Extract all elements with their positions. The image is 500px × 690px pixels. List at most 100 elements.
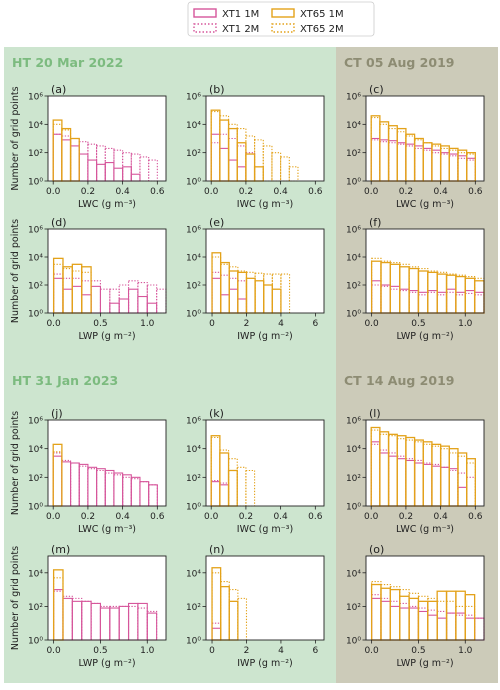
y-tick-label: 10⁶ bbox=[346, 93, 361, 103]
plot-area bbox=[206, 556, 324, 640]
panel-label: (e) bbox=[209, 216, 224, 229]
x-tick-label: 0.0 bbox=[364, 319, 379, 329]
plot-frame bbox=[47, 228, 167, 314]
y-tick-label: 10⁴ bbox=[186, 121, 201, 131]
x-axis-label: LWP (g m⁻²) bbox=[78, 331, 135, 342]
y-tick-label: 10² bbox=[186, 474, 201, 484]
x-tick-label: 0.2 bbox=[399, 512, 413, 522]
x-tick-label: 2 bbox=[244, 646, 250, 656]
x-tick-label: 1.0 bbox=[458, 319, 473, 329]
x-tick-label: 0.0 bbox=[364, 512, 379, 522]
y-tick-label: 10⁴ bbox=[28, 569, 43, 579]
legend-swatch-0 bbox=[193, 8, 217, 18]
y-tick-label: 10⁰ bbox=[28, 310, 43, 320]
chart-4: 10⁰ 10² 10⁴ 10⁶ 0 2 4 6 IWP (g m⁻²) (e) bbox=[186, 216, 325, 342]
plot-frame bbox=[47, 419, 167, 507]
chart-10: 10⁰ 10² 10⁴ 0 2 4 6 IWP (g m⁻²) (n) bbox=[186, 543, 325, 669]
y-tick-label: 10² bbox=[346, 282, 361, 292]
y-tick-label: 10⁴ bbox=[346, 254, 361, 264]
panel-label: (m) bbox=[51, 543, 70, 556]
x-tick-label: 0.0 bbox=[364, 187, 379, 197]
bar-xt65-2m bbox=[245, 469, 256, 507]
y-axis-label: Number of grid points bbox=[10, 546, 21, 650]
y-axis-label: Number of grid points bbox=[10, 86, 21, 190]
x-tick-label: 0.6 bbox=[150, 512, 165, 522]
x-tick-label: 0.5 bbox=[411, 646, 425, 656]
x-axis-label: LWC (g m⁻³) bbox=[78, 199, 136, 210]
x-tick-label: 0.2 bbox=[239, 512, 253, 522]
bar-xt65-2m bbox=[262, 145, 273, 182]
y-tick-label: 10² bbox=[346, 474, 361, 484]
charts: 10⁰ 10² 10⁴ 10⁶ 0.0 0.2 0.4 0.6 LWC (g m⁻³) Numbe… bbox=[10, 83, 485, 669]
x-axis-label: LWP (g m⁻²) bbox=[396, 331, 453, 342]
x-tick-label: 0.4 bbox=[273, 187, 288, 197]
panel-label: (b) bbox=[209, 83, 225, 96]
x-tick-label: 0.4 bbox=[115, 187, 130, 197]
x-axis-label: IWC (g m⁻³) bbox=[237, 524, 293, 535]
panel-label: (k) bbox=[209, 407, 224, 420]
x-tick-label: 0.6 bbox=[468, 512, 483, 522]
y-tick-label: 10² bbox=[28, 603, 43, 613]
y-tick-label: 10⁴ bbox=[346, 121, 361, 131]
y-tick-label: 10⁴ bbox=[186, 445, 201, 455]
plot-frame bbox=[47, 555, 167, 641]
y-tick-label: 10² bbox=[28, 149, 43, 159]
y-tick-label: 10⁶ bbox=[28, 226, 43, 236]
plot-area bbox=[48, 420, 166, 506]
x-axis-label: LWP (g m⁻²) bbox=[396, 658, 453, 669]
y-tick-label: 10⁰ bbox=[186, 310, 201, 320]
x-tick-label: 6 bbox=[313, 646, 319, 656]
chart-6: 10⁰ 10² 10⁴ 10⁶ 0.0 0.2 0.4 0.6 LWC (g m⁻³) Numbe… bbox=[10, 407, 167, 535]
x-tick-label: 1.0 bbox=[140, 646, 155, 656]
x-tick-label: 2 bbox=[244, 319, 250, 329]
panel-label: (c) bbox=[369, 83, 384, 96]
y-tick-label: 10⁰ bbox=[28, 178, 43, 188]
plot-frame bbox=[365, 555, 485, 641]
plot-frame bbox=[205, 419, 325, 507]
x-tick-label: 0.4 bbox=[433, 187, 448, 197]
plot-area bbox=[206, 420, 324, 506]
x-axis-label: IWP (g m⁻²) bbox=[237, 658, 292, 669]
y-axis-label: Number of grid points bbox=[10, 219, 21, 323]
y-tick-label: 10⁰ bbox=[28, 503, 43, 513]
plot-area bbox=[366, 96, 484, 181]
y-tick-label: 10² bbox=[28, 282, 43, 292]
legend-label-2: XT1 2M bbox=[222, 24, 259, 35]
y-tick-label: 10⁰ bbox=[346, 637, 361, 647]
y-tick-label: 10² bbox=[346, 603, 361, 613]
legend: XT1 1M XT65 1M XT1 2M XT65 2M bbox=[187, 1, 375, 37]
x-tick-label: 1.0 bbox=[140, 319, 155, 329]
plot-area bbox=[48, 229, 166, 313]
plot-frame bbox=[365, 95, 485, 182]
legend-swatch-2 bbox=[193, 23, 217, 33]
y-tick-label: 10⁴ bbox=[346, 445, 361, 455]
x-tick-label: 0 bbox=[209, 319, 215, 329]
section-title-ct-1: CT 05 Aug 2019 bbox=[344, 55, 454, 70]
x-axis-label: LWC (g m⁻³) bbox=[396, 199, 454, 210]
x-tick-label: 0.4 bbox=[433, 512, 448, 522]
x-axis-label: LWP (g m⁻²) bbox=[78, 658, 135, 669]
y-tick-label: 10² bbox=[186, 282, 201, 292]
y-tick-label: 10⁰ bbox=[186, 637, 201, 647]
plot-area bbox=[206, 96, 324, 181]
plot-frame bbox=[365, 419, 485, 507]
x-tick-label: 1.0 bbox=[458, 646, 473, 656]
chart-2: 10⁰ 10² 10⁴ 10⁶ 0.0 0.2 0.4 0.6 LWC (g m⁻³) (c) bbox=[346, 83, 485, 210]
panel-label: (d) bbox=[51, 216, 67, 229]
x-tick-label: 0.0 bbox=[364, 646, 379, 656]
chart-7: 10⁰ 10² 10⁴ 10⁶ 0.0 0.2 0.4 0.6 IWC (g m⁻³) (k) bbox=[186, 407, 325, 535]
x-tick-label: 0.2 bbox=[399, 187, 413, 197]
plot-area bbox=[366, 556, 484, 640]
x-axis-label: IWP (g m⁻²) bbox=[237, 331, 292, 342]
x-tick-label: 0.2 bbox=[81, 187, 95, 197]
plot-frame bbox=[47, 95, 167, 182]
chart-1: 10⁰ 10² 10⁴ 10⁶ 0.0 0.2 0.4 0.6 IWC (g m⁻³) (b) bbox=[186, 83, 325, 210]
bar-xt1-2m bbox=[146, 284, 158, 314]
x-tick-label: 0.6 bbox=[308, 512, 323, 522]
plot-frame bbox=[205, 228, 325, 314]
legend-swatch-3 bbox=[271, 23, 295, 33]
bar-xt65-2m bbox=[237, 597, 248, 641]
panel-label: (a) bbox=[51, 83, 66, 96]
section-title-ht-2: HT 31 Jan 2023 bbox=[12, 373, 118, 388]
